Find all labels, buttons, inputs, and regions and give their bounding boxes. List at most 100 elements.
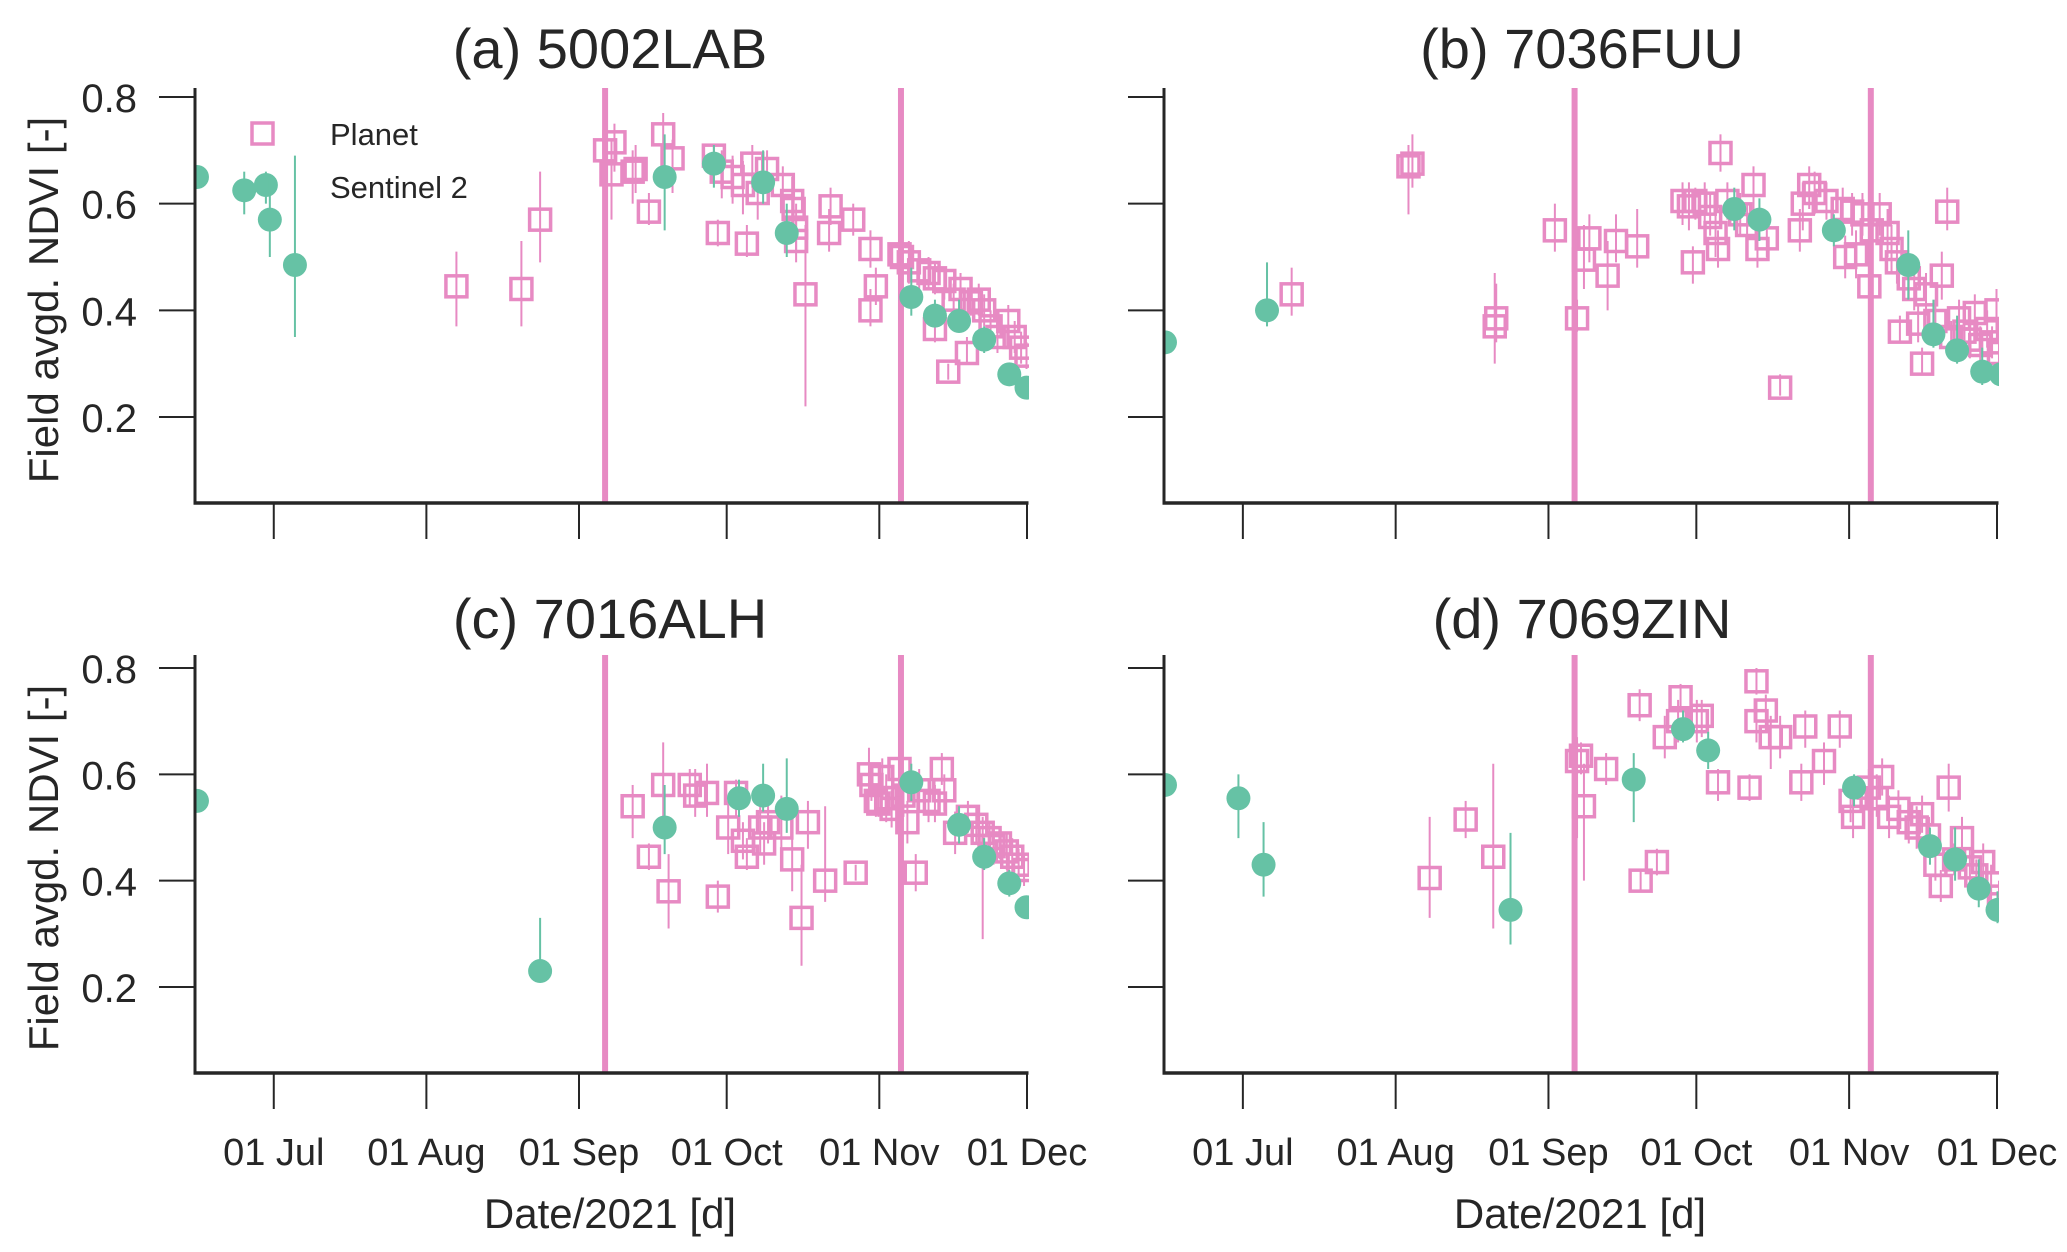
planet-point bbox=[1744, 669, 1769, 694]
sentinel2-point bbox=[1842, 775, 1867, 800]
sentinel2-point bbox=[1966, 876, 1991, 901]
planet-point bbox=[1875, 220, 1900, 246]
planet-point bbox=[954, 340, 980, 366]
plot-area bbox=[195, 113, 1029, 407]
planet-point bbox=[987, 831, 1013, 856]
planet-point bbox=[1483, 306, 1509, 331]
planet-point bbox=[656, 879, 681, 904]
planet-point bbox=[620, 159, 645, 184]
planet-point bbox=[1705, 770, 1731, 795]
planet-point bbox=[1564, 748, 1590, 774]
planet-point bbox=[1279, 282, 1304, 307]
x-axis-label-left: Date/2021 [d] bbox=[484, 1190, 736, 1237]
planet-point bbox=[1595, 263, 1620, 288]
plot-area bbox=[1164, 134, 1999, 400]
planet-point bbox=[1400, 151, 1425, 176]
sentinel2-point bbox=[727, 786, 751, 811]
planet-point bbox=[1753, 698, 1779, 723]
planet-point bbox=[509, 276, 534, 302]
planet-point bbox=[1697, 204, 1723, 230]
planet-point bbox=[1979, 330, 1999, 355]
legend-planet-marker bbox=[250, 121, 275, 146]
planet-point bbox=[971, 298, 997, 323]
sentinel2-point bbox=[1014, 895, 1029, 920]
planet-point bbox=[1008, 335, 1029, 360]
planet-point bbox=[1593, 756, 1619, 782]
panel-title: (a) 5002LAB bbox=[453, 17, 767, 80]
legend-sentinel2-label: Sentinel 2 bbox=[330, 170, 468, 205]
sentinel2-point bbox=[652, 165, 677, 189]
sentinel2-point bbox=[1014, 375, 1029, 400]
sentinel2-point bbox=[195, 788, 209, 813]
series-sentinel2 bbox=[1164, 187, 1999, 387]
sentinel2-point bbox=[195, 165, 209, 189]
planet-point bbox=[527, 207, 553, 232]
planet-point bbox=[916, 260, 941, 286]
x-tick-label: 01 Aug bbox=[367, 1132, 485, 1174]
planet-point bbox=[1857, 274, 1882, 299]
sentinel2-point bbox=[1896, 253, 1921, 277]
planet-point bbox=[636, 199, 662, 224]
sentinel2-point bbox=[1696, 738, 1721, 763]
planet-point bbox=[1928, 873, 1954, 899]
x-tick-label: 01 Oct bbox=[671, 1132, 783, 1174]
planet-point bbox=[1453, 807, 1478, 832]
planet-point bbox=[795, 809, 821, 835]
planet-point bbox=[863, 274, 889, 299]
planet-point bbox=[1814, 188, 1839, 214]
planet-point bbox=[779, 847, 805, 872]
sentinel2-point bbox=[1164, 330, 1177, 355]
planet-point bbox=[1708, 140, 1733, 166]
sentinel2-point bbox=[253, 173, 278, 197]
planet-point bbox=[1542, 218, 1568, 243]
planet-point bbox=[650, 122, 676, 147]
sentinel2-point bbox=[232, 178, 257, 203]
x-tick-label: 01 Oct bbox=[1640, 1132, 1752, 1174]
panel-c: (c) 7016ALH 0.2 0.4 0.6 0.8 01 Jul 01 Aug 01 Se… bbox=[81, 587, 1087, 1174]
planet-point bbox=[1741, 172, 1766, 198]
planet-point bbox=[1909, 351, 1935, 376]
x-tick-label: 01 Jul bbox=[223, 1132, 324, 1174]
planet-point bbox=[650, 772, 676, 798]
planet-point bbox=[903, 860, 928, 885]
sentinel2-point bbox=[257, 207, 282, 232]
plot-area bbox=[1164, 668, 1999, 945]
planet-point bbox=[818, 194, 843, 219]
sentinel2-point bbox=[972, 327, 997, 352]
planet-point bbox=[623, 156, 648, 182]
planet-point bbox=[1767, 375, 1793, 400]
sentinel2-point bbox=[1921, 322, 1946, 347]
series-sentinel2 bbox=[1164, 710, 1999, 945]
planet-point bbox=[1577, 226, 1602, 251]
planet-point bbox=[1929, 263, 1955, 288]
sentinel2-point bbox=[1747, 207, 1772, 232]
planet-point bbox=[705, 220, 731, 246]
planet-point bbox=[1949, 825, 1975, 851]
panel-d: (d) 7069ZIN 01 Jul 01 Aug 01 Sep 01 Oct 01 No… bbox=[1128, 587, 2057, 1174]
series-planet bbox=[620, 742, 1029, 966]
planet-point bbox=[1789, 770, 1814, 795]
planet-point bbox=[1843, 242, 1869, 267]
planet-point bbox=[1006, 852, 1029, 877]
sentinel2-point bbox=[1164, 772, 1177, 797]
sentinel2-point bbox=[1621, 767, 1646, 792]
planet-point bbox=[1811, 748, 1837, 774]
planet-point bbox=[705, 884, 731, 909]
sentinel2-point bbox=[774, 221, 799, 245]
planet-point bbox=[1827, 714, 1853, 739]
y-tick-label: 0.8 bbox=[81, 648, 137, 692]
x-axis-label-right: Date/2021 [d] bbox=[1454, 1190, 1706, 1237]
series-planet bbox=[444, 113, 1029, 407]
planet-point bbox=[1796, 172, 1822, 198]
panel-title: (c) 7016ALH bbox=[453, 587, 767, 650]
sentinel2-point bbox=[528, 959, 553, 984]
planet-point bbox=[1705, 236, 1731, 262]
sentinel2-point bbox=[751, 170, 776, 195]
sentinel2-point bbox=[1988, 362, 1999, 387]
y-tick-label: 0.6 bbox=[81, 184, 137, 228]
planet-point bbox=[1879, 236, 1904, 262]
planet-point bbox=[866, 791, 891, 816]
legend: Planet Sentinel 2 bbox=[250, 117, 468, 205]
plot-area bbox=[195, 742, 1029, 984]
sentinel2-point bbox=[701, 151, 726, 176]
